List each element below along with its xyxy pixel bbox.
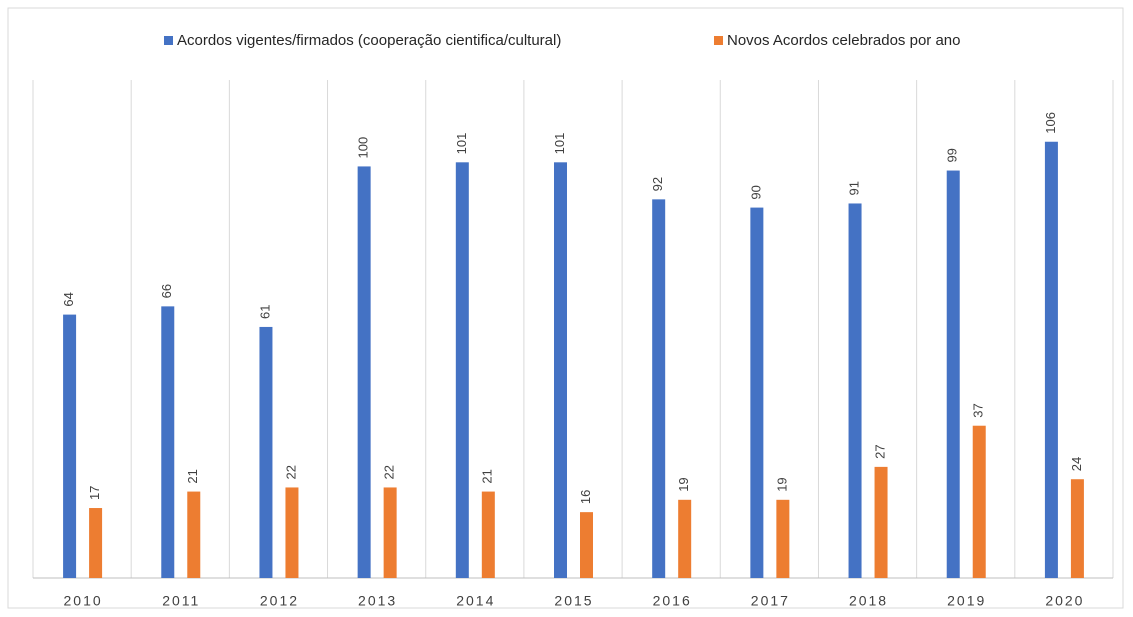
bar: [481, 491, 495, 578]
data-label: 64: [61, 292, 76, 306]
data-label: 99: [945, 148, 960, 162]
bar: [972, 425, 986, 578]
data-label: 27: [872, 444, 887, 458]
x-tick-label: 2015: [554, 593, 593, 609]
bar: [383, 487, 397, 578]
bar: [946, 170, 960, 578]
x-tick-label: 2018: [849, 593, 888, 609]
data-label: 22: [283, 465, 298, 479]
x-tick-label: 2017: [751, 593, 790, 609]
data-label: 21: [480, 469, 495, 483]
data-label: 16: [578, 490, 593, 504]
x-tick-label: 2012: [260, 593, 299, 609]
data-label: 106: [1043, 112, 1058, 134]
data-label: 17: [87, 486, 102, 500]
bar: [874, 466, 888, 578]
bar: [1044, 141, 1058, 578]
data-label: 100: [356, 137, 371, 159]
bar: [63, 314, 77, 578]
bar: [678, 499, 692, 578]
x-tick-label: 2016: [653, 593, 692, 609]
data-label: 22: [382, 465, 397, 479]
x-tick-label: 2010: [64, 593, 103, 609]
legend-swatch: [164, 36, 173, 45]
data-label: 90: [748, 185, 763, 199]
data-label: 19: [676, 477, 691, 491]
data-label: 24: [1069, 457, 1084, 471]
data-label: 91: [846, 181, 861, 195]
data-label: 101: [454, 133, 469, 155]
bar: [357, 166, 371, 578]
bar: [652, 199, 666, 578]
bar: [554, 162, 567, 578]
bar: [580, 512, 593, 578]
bar: [776, 499, 790, 578]
data-label: 19: [774, 477, 789, 491]
data-label: 61: [257, 304, 272, 318]
bar: [848, 203, 862, 578]
bar: [89, 508, 103, 578]
bar: [1070, 479, 1084, 578]
legend-swatch: [714, 36, 723, 45]
bar: [455, 162, 469, 578]
legend-label: Novos Acordos celebrados por ano: [727, 32, 960, 49]
data-label: 66: [159, 284, 174, 298]
x-tick-label: 2014: [456, 593, 495, 609]
data-label: 92: [650, 177, 665, 191]
x-tick-label: 2020: [1045, 593, 1084, 609]
legend-label: Acordos vigentes/firmados (cooperação ci…: [177, 32, 561, 49]
bar: [285, 487, 299, 578]
bar: [161, 306, 175, 578]
x-tick-label: 2013: [358, 593, 397, 609]
x-tick-label: 2019: [947, 593, 986, 609]
data-label: 21: [185, 469, 200, 483]
x-tick-label: 2011: [162, 593, 200, 609]
data-label: 101: [552, 133, 567, 155]
data-label: 37: [971, 403, 986, 417]
bar: [187, 491, 201, 578]
bar: [259, 326, 273, 578]
bar: [750, 207, 764, 578]
